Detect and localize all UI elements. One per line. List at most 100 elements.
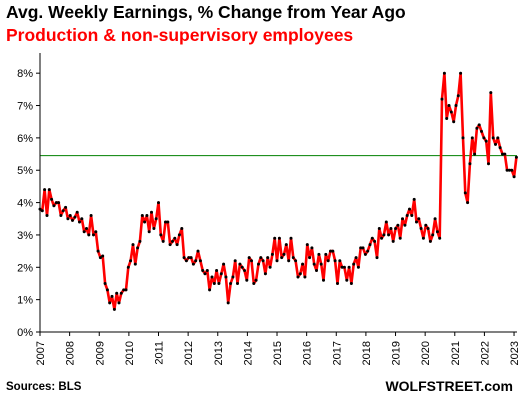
data-point <box>182 256 186 260</box>
data-point <box>203 272 207 276</box>
data-point <box>252 282 256 285</box>
data-point <box>212 282 216 285</box>
data-point <box>315 269 318 272</box>
data-point <box>477 123 481 127</box>
data-point <box>71 218 74 222</box>
data-point <box>394 227 398 230</box>
data-point <box>122 288 126 292</box>
data-point <box>110 294 114 298</box>
data-point <box>382 233 386 237</box>
data-point <box>498 146 502 150</box>
x-tick-label: 2022 <box>479 341 491 365</box>
data-point <box>294 259 298 263</box>
data-point <box>356 265 360 269</box>
data-point <box>59 214 63 217</box>
data-point <box>398 236 402 240</box>
data-point <box>45 214 49 217</box>
data-point <box>50 197 54 201</box>
data-point <box>152 227 156 230</box>
x-tick-label: 2007 <box>35 341 47 365</box>
x-tick-label: 2016 <box>302 341 314 365</box>
x-tick-label: 2019 <box>391 341 403 365</box>
data-point <box>257 262 260 266</box>
data-point <box>40 209 44 213</box>
x-tick-label: 2020 <box>420 341 432 365</box>
data-point <box>366 249 370 253</box>
data-point <box>324 252 328 256</box>
data-point <box>291 256 295 260</box>
data-point <box>419 227 423 230</box>
data-point <box>261 259 265 263</box>
data-point <box>424 223 428 227</box>
data-point <box>463 191 467 195</box>
data-point <box>105 288 109 292</box>
data-point <box>435 230 439 234</box>
data-point <box>215 269 219 272</box>
data-point <box>489 91 493 95</box>
data-point <box>370 236 374 240</box>
data-point <box>284 243 288 247</box>
data-point <box>250 259 253 263</box>
data-point <box>222 262 226 266</box>
data-point <box>217 282 221 285</box>
x-tick-label: 2014 <box>242 341 254 365</box>
data-point <box>401 217 404 221</box>
data-point <box>231 275 235 279</box>
data-point <box>266 256 270 260</box>
source-label: Sources: BLS <box>6 381 82 393</box>
data-point <box>480 129 483 133</box>
data-point <box>66 217 70 221</box>
data-point <box>263 272 267 276</box>
data-point <box>219 272 223 276</box>
data-point <box>412 197 416 201</box>
data-point <box>43 188 47 192</box>
data-point <box>447 104 451 107</box>
data-point <box>117 301 121 305</box>
data-point <box>184 259 188 263</box>
data-point <box>475 126 479 130</box>
data-point <box>333 259 337 263</box>
data-point <box>78 220 81 224</box>
y-tick-label: 1% <box>17 295 33 307</box>
data-point <box>449 110 453 114</box>
data-point <box>445 117 449 120</box>
x-tick-label: 2008 <box>65 341 77 365</box>
data-point <box>487 162 490 166</box>
data-point <box>312 262 316 266</box>
data-point <box>54 201 58 205</box>
data-point <box>159 233 163 237</box>
data-point <box>322 278 325 282</box>
y-tick-label: 3% <box>17 230 33 242</box>
data-point <box>282 252 286 256</box>
data-point <box>47 188 51 192</box>
data-point <box>98 256 102 260</box>
data-point <box>359 246 363 250</box>
data-point <box>473 152 477 156</box>
data-point <box>243 269 246 272</box>
data-point <box>384 220 388 224</box>
data-point <box>138 239 142 243</box>
data-point <box>94 230 98 234</box>
data-point <box>175 243 179 247</box>
data-point <box>80 217 84 221</box>
data-point <box>208 288 212 292</box>
chart-title: Avg. Weekly Earnings, % Change from Year… <box>6 2 406 22</box>
data-point <box>415 220 418 224</box>
data-point <box>514 155 518 159</box>
data-point <box>459 71 463 75</box>
data-point <box>82 230 86 234</box>
data-point <box>154 217 158 221</box>
chart-subtitle: Production & non-supervisory employees <box>6 25 354 45</box>
series-line <box>39 71 518 311</box>
data-point <box>101 254 105 258</box>
data-point <box>166 220 170 224</box>
data-point <box>236 282 239 285</box>
data-point <box>73 215 77 219</box>
data-point <box>501 152 504 156</box>
data-point <box>124 288 128 292</box>
data-point <box>391 239 395 243</box>
data-point <box>338 259 342 263</box>
data-point <box>431 233 435 237</box>
data-point <box>180 227 184 230</box>
data-point <box>108 301 112 305</box>
